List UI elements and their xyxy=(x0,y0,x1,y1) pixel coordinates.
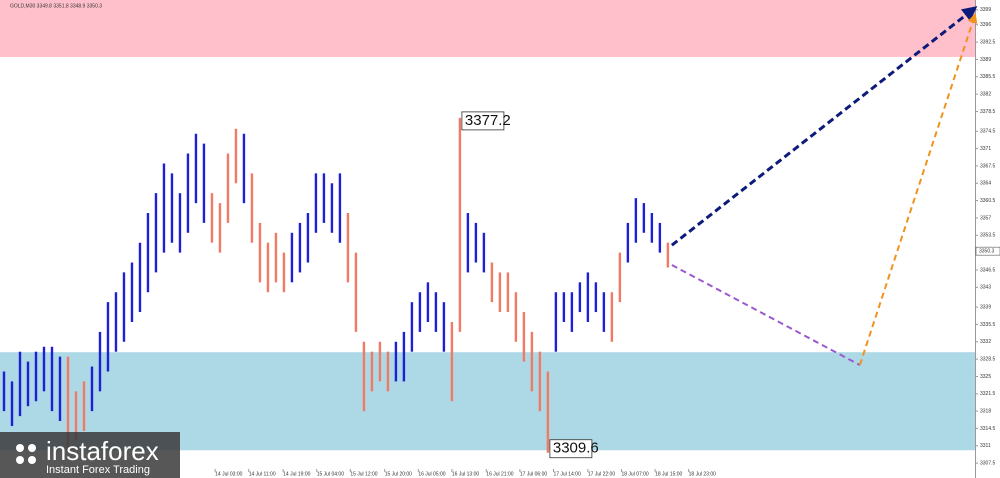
y-tick-label: 3382 xyxy=(980,91,991,97)
y-tick-label: 3371 xyxy=(980,146,991,152)
x-tick-label: 15 Jul 04:00 xyxy=(317,471,344,477)
y-tick-label: 3353.5 xyxy=(980,233,996,239)
y-tick-label: 3392.5 xyxy=(980,39,996,45)
y-tick-label: 3328.5 xyxy=(980,356,996,362)
logo-bg xyxy=(0,432,180,478)
y-tick-label: 3332 xyxy=(980,339,991,345)
y-tick-label: 3364 xyxy=(980,181,991,187)
x-tick-label: 18 Jul 15:00 xyxy=(655,471,682,477)
x-tick-label: 18 Jul 07:00 xyxy=(621,471,648,477)
annotation: 3377.2 xyxy=(465,112,511,129)
x-tick-label: 15 Jul 12:00 xyxy=(350,471,377,477)
x-tick-label: 14 Jul 03:00 xyxy=(215,471,242,477)
y-tick-label: 3385.5 xyxy=(980,74,996,80)
forecast-line xyxy=(671,264,861,366)
logo-icon xyxy=(28,456,36,464)
x-tick-label: 17 Jul 14:00 xyxy=(553,471,580,477)
logo-tagline: Instant Forex Trading xyxy=(46,464,150,476)
x-tick-label: 14 Jul 19:00 xyxy=(283,471,310,477)
forecast-line xyxy=(858,12,978,366)
y-tick-label: 3396 xyxy=(980,22,991,28)
logo-name: instaforex xyxy=(46,436,159,466)
y-tick-label: 3339 xyxy=(980,304,991,310)
x-tick-label: 17 Jul 22:00 xyxy=(588,471,615,477)
annotation-box xyxy=(549,439,593,459)
x-tick-label: 15 Jul 20:00 xyxy=(385,471,412,477)
x-tick-label: 18 Jul 23:00 xyxy=(689,471,716,477)
y-tick-label: 3311 xyxy=(980,443,991,449)
y-tick-label: 3399 xyxy=(980,7,991,13)
y-tick-label: 3389 xyxy=(980,57,991,63)
x-tick-label: 17 Jul 06:00 xyxy=(520,471,547,477)
y-tick-label: 3307.5 xyxy=(980,460,996,466)
logo-icon xyxy=(16,456,24,464)
y-tick-label: 3321.5 xyxy=(980,391,996,397)
annotation-box xyxy=(461,111,505,131)
y-tick-label: 3367.5 xyxy=(980,163,996,169)
y-tick-label: 3346.5 xyxy=(980,267,996,273)
y-tick-label: 3325 xyxy=(980,374,991,380)
y-tick-label: 3318 xyxy=(980,408,991,414)
y-tick-label: 3314.5 xyxy=(980,426,996,432)
y-tick-label: 3343 xyxy=(980,285,991,291)
price-label-bg xyxy=(975,246,1000,256)
forecast-line xyxy=(670,6,978,247)
logo: instaforex Instant Forex Trading xyxy=(0,432,180,478)
current-price: 3350.3 xyxy=(979,248,995,254)
y-tick-label: 3374.5 xyxy=(980,129,996,135)
header: GOLD,M30 3349.8 3351.8 3348.9 3350.3 xyxy=(10,3,102,9)
x-tick-label: 14 Jul 11:00 xyxy=(249,471,276,477)
x-tick-label: 16 Jul 05:00 xyxy=(418,471,445,477)
y-tick-label: 3357 xyxy=(980,215,991,221)
y-tick-label: 3360.5 xyxy=(980,198,996,204)
y-tick-label: 3378.5 xyxy=(980,109,996,115)
y-tick-label: 3335.5 xyxy=(980,322,996,328)
logo-icon xyxy=(28,444,36,452)
annotation: 3309.6 xyxy=(553,440,599,457)
zone xyxy=(0,0,975,57)
x-tick-label: 16 Jul 13:00 xyxy=(452,471,479,477)
x-tick-label: 16 Jul 21:00 xyxy=(486,471,513,477)
logo-icon xyxy=(16,444,24,452)
